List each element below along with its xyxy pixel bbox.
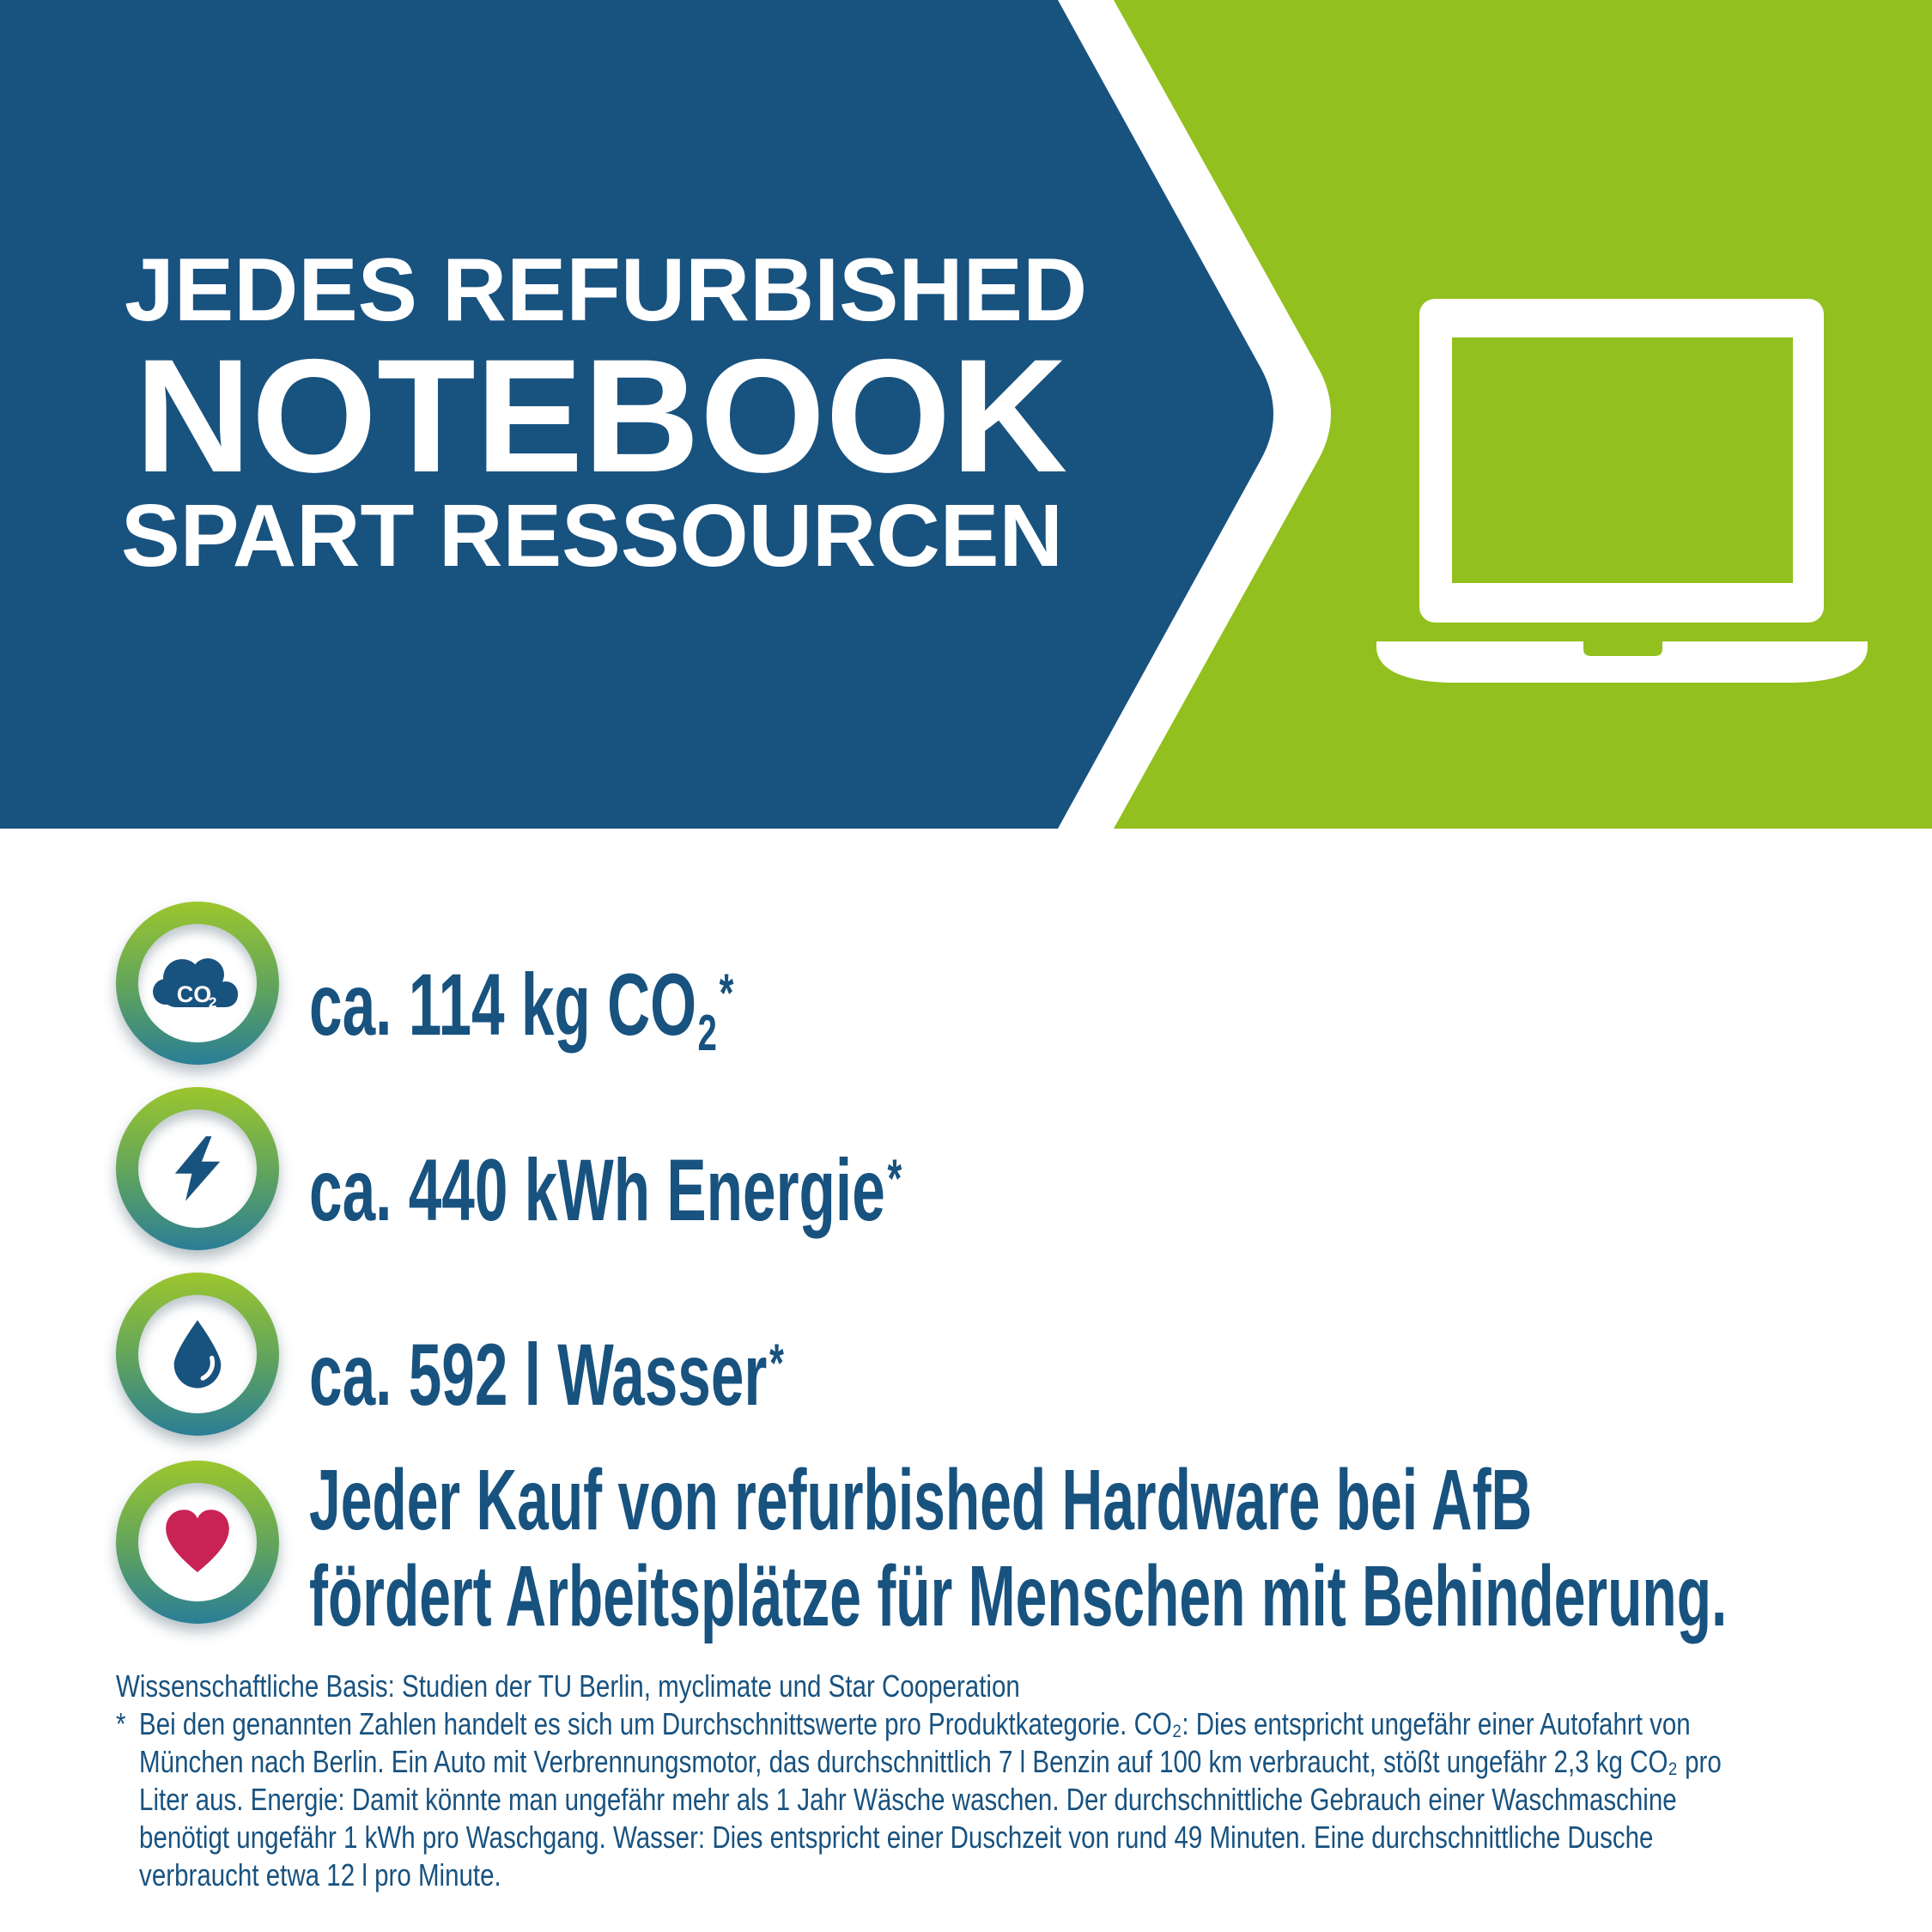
stat-co2-text: ca. 114 kg CO bbox=[309, 956, 697, 1054]
footnote-basis: Wissenschaftliche Basis: Studien der TU … bbox=[116, 1668, 1020, 1704]
co2-badge-inner: CO 2 bbox=[138, 924, 257, 1042]
impact-line2: fördert Arbeitsplätze für Menschen mit B… bbox=[309, 1548, 1728, 1644]
heart-icon bbox=[166, 1510, 229, 1572]
energy-badge-inner bbox=[138, 1109, 257, 1228]
laptop-base bbox=[1376, 641, 1868, 683]
stat-water-text: ca. 592 l Wasser bbox=[309, 1326, 768, 1424]
stat-water-label: ca. 592 l Wasser* bbox=[309, 1331, 1007, 1419]
co2-icon-label-sub: 2 bbox=[209, 994, 216, 1011]
footnote-line: benötigt ungefähr 1 kWh pro Waschgang. W… bbox=[139, 1820, 1654, 1855]
stat-co2-subscript: 2 bbox=[697, 1003, 717, 1061]
stat-co2-label: ca. 114 kg CO2* bbox=[309, 961, 933, 1058]
footnote-line: Bei den genannten Zahlen handelt es sich… bbox=[139, 1706, 1691, 1741]
heart-badge-inner bbox=[138, 1483, 257, 1601]
co2-cloud-icon: CO 2 bbox=[153, 958, 238, 1011]
heart-badge bbox=[116, 1461, 279, 1624]
footnote-line: verbraucht etwa 12 l pro Minute. bbox=[139, 1857, 501, 1893]
headline-line1: JEDES REFURBISHED bbox=[125, 240, 1088, 340]
water-badge-inner bbox=[138, 1295, 257, 1413]
impact-line1: Jeder Kauf von refurbished Hardware bei … bbox=[309, 1452, 1533, 1548]
stat-water-asterisk: * bbox=[769, 1334, 784, 1394]
co2-badge: CO 2 bbox=[116, 902, 279, 1065]
stat-co2-asterisk: * bbox=[719, 963, 734, 1024]
lightning-icon bbox=[174, 1136, 221, 1201]
footnote-asterisk: * bbox=[116, 1706, 126, 1741]
energy-badge bbox=[116, 1087, 279, 1250]
laptop-base-notch bbox=[1583, 641, 1662, 656]
footnote: Wissenschaftliche Basis: Studien der TU … bbox=[116, 1668, 1722, 1894]
stat-energy-label: ca. 440 kWh Energie* bbox=[309, 1146, 1181, 1234]
footnote-body: Bei den genannten Zahlen handelt es sich… bbox=[139, 1705, 1722, 1894]
banner-blue-arrow bbox=[0, 0, 1273, 829]
banner bbox=[0, 0, 1932, 829]
footnote-line: Liter aus. Energie: Damit könnte man ung… bbox=[139, 1782, 1677, 1817]
co2-icon-label: CO bbox=[177, 981, 212, 1007]
stat-energy-asterisk: * bbox=[887, 1149, 902, 1210]
footnote-line: München nach Berlin. Ein Auto mit Verbre… bbox=[139, 1744, 1722, 1779]
headline-line3: SPART RESSOURCEN bbox=[121, 486, 1063, 585]
laptop-screen bbox=[1452, 337, 1793, 583]
water-badge bbox=[116, 1273, 279, 1436]
laptop-icon bbox=[1376, 299, 1868, 683]
water-drop-icon bbox=[173, 1320, 222, 1388]
stat-energy-text: ca. 440 kWh Energie bbox=[309, 1141, 885, 1239]
headline-line2: NOTEBOOK bbox=[135, 325, 1068, 506]
